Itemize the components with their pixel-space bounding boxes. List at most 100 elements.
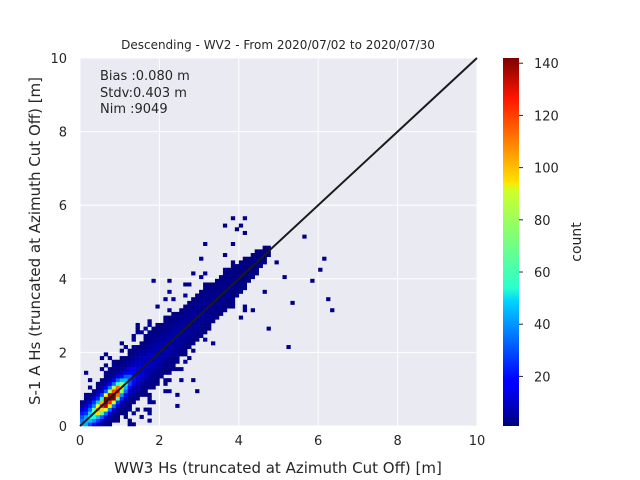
heatmap-cell xyxy=(131,378,136,383)
heatmap-cell xyxy=(167,322,172,327)
heatmap-cell xyxy=(147,407,152,412)
heatmap-cell xyxy=(107,370,113,375)
heatmap-cell xyxy=(119,411,124,416)
heatmap-cell xyxy=(234,264,240,269)
heatmap-cell xyxy=(211,282,216,287)
heatmap-cell xyxy=(302,234,307,239)
heatmap-cell xyxy=(242,216,248,221)
heatmap-cell xyxy=(322,256,327,261)
heatmap-cell xyxy=(254,253,259,258)
heatmap-cell xyxy=(119,389,124,394)
heatmap-cell xyxy=(127,363,132,368)
heatmap-cell xyxy=(147,374,152,379)
heatmap-cell xyxy=(151,367,156,372)
heatmap-cell xyxy=(179,352,184,357)
heatmap-cell xyxy=(175,315,180,320)
heatmap-cell xyxy=(242,230,248,235)
stats-annotation: Bias :0.080 m Stdv:0.403 m Nim :9049 xyxy=(100,69,190,117)
heatmap-cell xyxy=(230,264,236,269)
heatmap-cell xyxy=(207,297,212,302)
heatmap-cell xyxy=(222,278,228,283)
heatmap-cell xyxy=(95,414,101,419)
heatmap-cell xyxy=(318,267,323,272)
heatmap-cell xyxy=(167,334,172,338)
heatmap-cell xyxy=(179,308,184,313)
heatmap-cell xyxy=(115,411,120,416)
heatmap-cell xyxy=(159,345,164,350)
heatmap-cell xyxy=(199,275,204,280)
heatmap-cell xyxy=(214,282,220,287)
heatmap-cell xyxy=(195,308,200,313)
heatmap-cell xyxy=(226,300,232,305)
heatmap-cell xyxy=(203,293,208,298)
heatmap-cell xyxy=(183,359,188,364)
heatmap-cell xyxy=(135,374,140,379)
heatmap-cell xyxy=(107,414,113,419)
heatmap-cell xyxy=(203,322,208,327)
heatmap-cell xyxy=(139,330,144,335)
heatmap-cell xyxy=(127,359,132,364)
heatmap-cell xyxy=(151,381,156,386)
heatmap-cell xyxy=(246,275,252,280)
heatmap-cell xyxy=(226,278,232,283)
heatmap-cell xyxy=(163,367,168,372)
heatmap-cell xyxy=(183,345,188,350)
heatmap-cell xyxy=(99,392,105,397)
heatmap-cell xyxy=(214,308,220,313)
heatmap-cell xyxy=(107,422,113,427)
heatmap-cell xyxy=(115,363,120,368)
heatmap-cell xyxy=(151,345,156,350)
heatmap-cell xyxy=(91,407,97,412)
heatmap-cell xyxy=(111,367,117,372)
heatmap-cell xyxy=(242,282,248,287)
heatmap-cell xyxy=(191,348,196,353)
heatmap-cell xyxy=(222,286,228,291)
heatmap-cell xyxy=(179,367,184,372)
heatmap-cell xyxy=(135,363,140,368)
y-tick-label: 0 xyxy=(59,420,67,435)
heatmap-cell xyxy=(175,326,180,331)
heatmap-cell xyxy=(242,286,248,291)
heatmap-cell xyxy=(119,356,124,361)
heatmap-cell xyxy=(163,352,168,357)
heatmap-cell xyxy=(127,374,132,379)
heatmap-cell xyxy=(87,403,93,408)
heatmap-cell xyxy=(171,352,176,357)
heatmap-cell xyxy=(111,418,117,423)
heatmap-cell xyxy=(250,253,255,258)
heatmap-cell xyxy=(163,356,168,361)
heatmap-cell xyxy=(254,256,259,261)
heatmap-cell xyxy=(147,396,152,401)
heatmap-cell xyxy=(111,378,117,383)
heatmap-cell xyxy=(135,356,140,361)
heatmap-cells xyxy=(80,216,335,427)
heatmap-cell xyxy=(103,389,109,394)
heatmap-cell xyxy=(115,367,120,372)
heatmap-cell xyxy=(211,293,216,298)
heatmap-cell xyxy=(167,278,172,283)
heatmap-cell xyxy=(103,374,109,379)
heatmap-cell xyxy=(207,289,212,294)
heatmap-cell xyxy=(107,385,113,390)
heatmap-cell xyxy=(115,370,120,375)
heatmap-cell xyxy=(183,334,188,338)
heatmap-cell xyxy=(230,289,236,294)
heatmap-cell xyxy=(99,381,105,386)
stats-bias: Bias :0.080 m xyxy=(100,69,190,84)
heatmap-cell xyxy=(83,411,89,416)
heatmap-cell xyxy=(222,297,228,302)
heatmap-cell xyxy=(214,311,220,316)
heatmap-cell xyxy=(127,370,132,375)
heatmap-cell xyxy=(211,308,216,313)
heatmap-cell xyxy=(207,326,212,331)
heatmap-cell xyxy=(163,370,168,375)
heatmap-cell xyxy=(135,407,140,412)
heatmap-cell xyxy=(199,297,204,302)
heatmap-cell xyxy=(99,367,105,372)
heatmap-cell xyxy=(139,363,144,368)
heatmap-cell xyxy=(143,374,148,379)
heatmap-cell xyxy=(147,418,152,423)
heatmap-cell xyxy=(131,370,136,375)
heatmap-cell xyxy=(167,345,172,350)
heatmap-cell xyxy=(191,311,196,316)
